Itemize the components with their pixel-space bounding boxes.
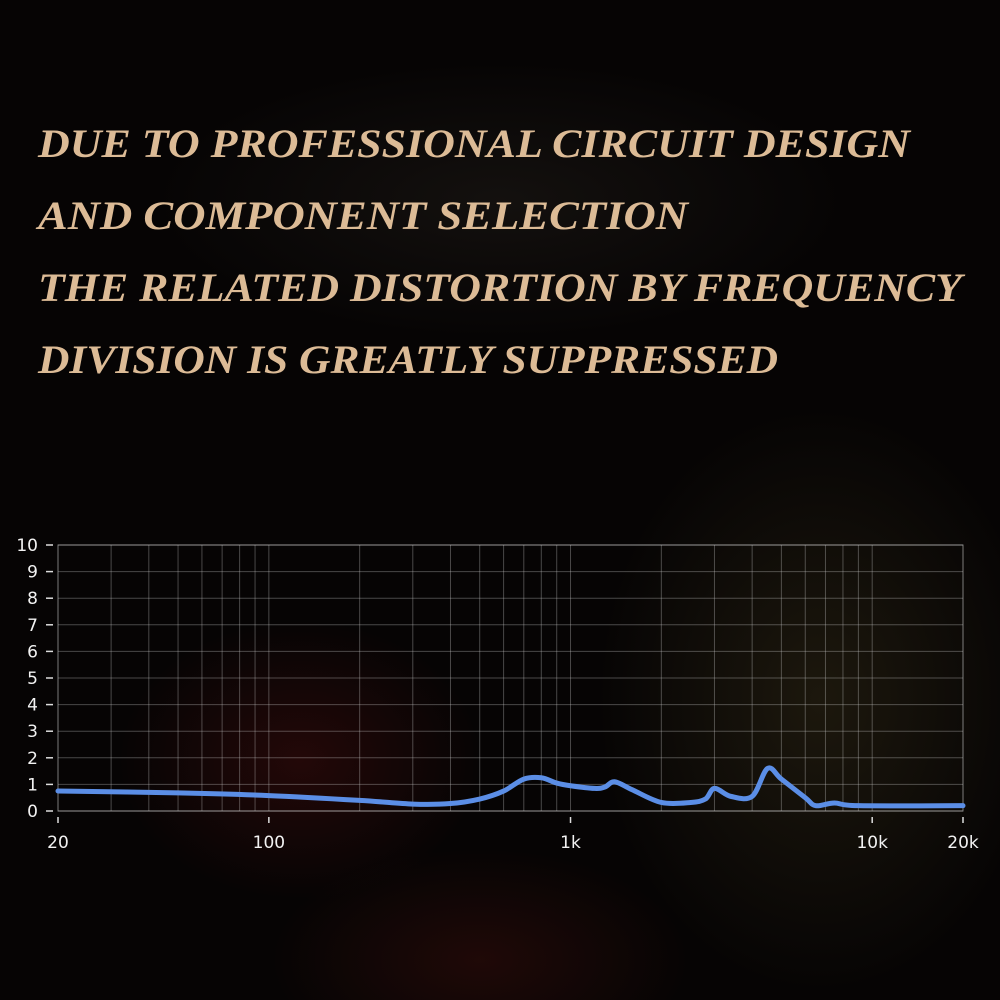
y-tick-label: 10 [16,536,38,556]
headline-line-2: AND COMPONENT SELECTION [35,193,691,238]
x-tick-label: 20k [947,833,979,853]
y-tick-label: 8 [27,589,38,609]
headline-line-1: DUE TO PROFESSIONAL CIRCUIT DESIGN [37,121,912,166]
x-tick-label: 10k [856,833,888,853]
y-tick-label: 0 [27,802,38,822]
headline-line-3: THE RELATED DISTORTION BY FREQUENCY [38,265,966,310]
headline-line-4: DIVISION IS GREATLY SUPPRESSED [37,337,778,382]
distortion-curve [55,765,966,809]
y-tick-label: 9 [27,563,38,583]
y-tick-label: 5 [27,669,38,689]
y-tick-label: 7 [27,616,38,636]
y-tick-label: 1 [27,775,38,795]
y-tick-label: 6 [27,642,38,662]
plot-frame [57,544,964,812]
y-tick-label: 2 [27,749,38,769]
x-tick-label: 100 [253,833,285,853]
y-tick-label: 3 [27,722,38,742]
x-tick-label: 1k [560,833,581,853]
x-tick-label: 20 [47,833,69,853]
y-tick-label: 4 [27,696,38,716]
